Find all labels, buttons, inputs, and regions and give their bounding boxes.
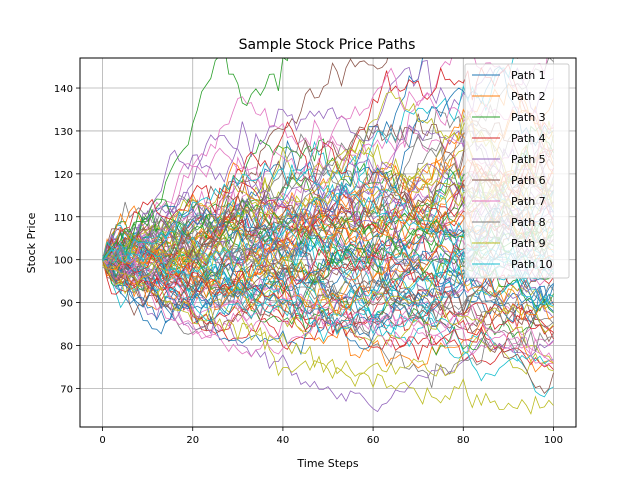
notable-price-path xyxy=(102,264,554,415)
x-tick-label: 100 xyxy=(544,435,563,446)
price-path-line xyxy=(102,236,554,334)
x-tick-label: 40 xyxy=(277,435,290,446)
plot-frame xyxy=(79,57,577,428)
y-tick-label: 130 xyxy=(54,127,73,138)
y-tick-label: 80 xyxy=(60,341,73,352)
price-path-line xyxy=(102,214,554,334)
x-tick-label: 0 xyxy=(99,435,105,446)
y-tick-label: 140 xyxy=(54,84,73,95)
y-tick-label: 100 xyxy=(54,256,73,267)
price-path-line xyxy=(102,259,554,370)
legend-label: Path 1 xyxy=(511,69,546,82)
x-tick-label: 20 xyxy=(186,435,199,446)
legend-label: Path 2 xyxy=(511,90,546,103)
price-path-line xyxy=(102,247,554,361)
legend-label: Path 8 xyxy=(511,216,546,229)
notable-price-path xyxy=(102,249,554,388)
legend: Path 1 Path 2 Path 3 Path 4 Path 5 Path 6 Path… xyxy=(464,63,570,279)
legend-label: Path 5 xyxy=(511,153,546,166)
x-tick-label: 60 xyxy=(367,435,380,446)
x-axis-ticks: 0 20 40 60 80 100 xyxy=(99,427,563,446)
price-path-line xyxy=(102,250,554,351)
y-axis-label: Stock Price xyxy=(25,212,38,273)
price-path-line xyxy=(102,245,554,317)
y-tick-label: 120 xyxy=(54,170,73,181)
x-tick-label: 80 xyxy=(457,435,470,446)
price-path-line xyxy=(102,233,554,382)
price-path-line xyxy=(102,208,554,395)
legend-label: Path 9 xyxy=(511,237,546,250)
price-path-line xyxy=(102,206,554,345)
x-axis-label: Time Steps xyxy=(296,457,358,470)
price-path-line xyxy=(102,253,554,356)
chart-title: Sample Stock Price Paths xyxy=(239,37,416,53)
price-path-line xyxy=(102,244,554,321)
y-axis-ticks: 70 80 90 100 110 120 130 140 xyxy=(54,84,80,395)
price-path-line xyxy=(102,259,554,366)
y-tick-label: 90 xyxy=(60,299,73,310)
legend-label: Path 7 xyxy=(511,195,546,208)
legend-label: Path 3 xyxy=(511,111,546,124)
legend-label: Path 10 xyxy=(511,258,553,271)
legend-label: Path 6 xyxy=(511,174,546,187)
y-tick-label: 70 xyxy=(60,384,73,395)
price-path-line xyxy=(102,58,289,260)
legend-label: Path 4 xyxy=(511,132,546,145)
y-tick-label: 110 xyxy=(54,213,73,224)
